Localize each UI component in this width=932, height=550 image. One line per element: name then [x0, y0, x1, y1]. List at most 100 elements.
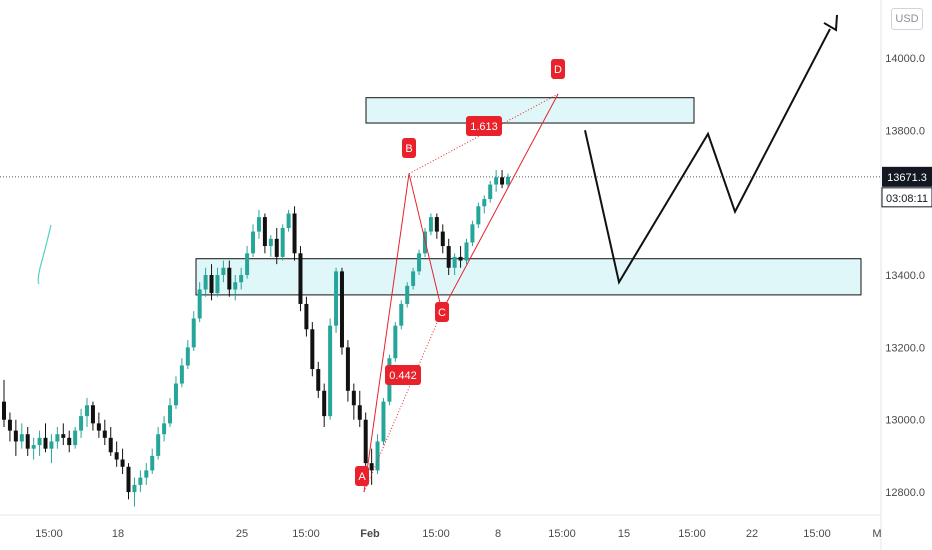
candle-body[interactable]: [292, 213, 297, 254]
candle-body[interactable]: [357, 405, 362, 420]
candle-body[interactable]: [120, 459, 125, 467]
pattern-point-badge[interactable]: [355, 466, 369, 486]
x-tick-label: Feb: [360, 528, 380, 540]
pattern-point-label: A: [358, 471, 366, 483]
candle-body[interactable]: [363, 419, 368, 464]
candle-body[interactable]: [351, 390, 356, 406]
candle-body[interactable]: [108, 437, 113, 453]
candle-body[interactable]: [369, 463, 374, 471]
candle-body[interactable]: [132, 484, 137, 493]
candle-body[interactable]: [256, 217, 261, 232]
candle-body[interactable]: [126, 466, 131, 493]
candle-body[interactable]: [67, 437, 72, 446]
candle-body[interactable]: [61, 434, 66, 438]
candle-body[interactable]: [215, 275, 220, 294]
projection-path[interactable]: [584, 28, 831, 285]
candle-body[interactable]: [173, 383, 178, 406]
candle-body[interactable]: [262, 217, 267, 247]
candle-body[interactable]: [31, 445, 36, 449]
candle-body[interactable]: [334, 271, 339, 326]
candle-body[interactable]: [494, 177, 499, 185]
candle-body[interactable]: [114, 452, 119, 460]
candle-body[interactable]: [13, 430, 18, 442]
candle-body[interactable]: [185, 347, 190, 366]
candle-body[interactable]: [488, 184, 493, 200]
candle-body[interactable]: [73, 430, 78, 446]
candle-body[interactable]: [209, 275, 214, 294]
candle-body[interactable]: [191, 318, 196, 348]
candle-body[interactable]: [500, 177, 505, 185]
candle-body[interactable]: [345, 347, 350, 391]
candle-body[interactable]: [328, 325, 333, 417]
pattern-point-badge[interactable]: [435, 302, 449, 322]
candle-body[interactable]: [428, 217, 433, 232]
candle-body[interactable]: [25, 434, 30, 449]
candle-body[interactable]: [464, 242, 469, 261]
candle-body[interactable]: [506, 176, 510, 185]
candle-body[interactable]: [233, 282, 238, 290]
candle-body[interactable]: [476, 206, 481, 225]
currency-selector-button[interactable]: USD: [891, 8, 923, 30]
candle-body[interactable]: [458, 256, 463, 261]
plot-area[interactable]: [0, 0, 881, 515]
candle-body[interactable]: [375, 441, 380, 471]
candle-body[interactable]: [298, 253, 303, 304]
pattern-point-badge[interactable]: [402, 138, 416, 158]
candle-body[interactable]: [55, 434, 60, 442]
candle-body[interactable]: [482, 199, 487, 207]
candle-body[interactable]: [144, 470, 149, 478]
candle-body[interactable]: [322, 390, 327, 417]
candle-body[interactable]: [37, 437, 42, 446]
candle-body[interactable]: [452, 256, 457, 268]
candle-body[interactable]: [96, 423, 101, 431]
candle-body[interactable]: [446, 246, 451, 268]
candle-body[interactable]: [268, 238, 273, 247]
candle-body[interactable]: [440, 231, 445, 247]
candle-body[interactable]: [90, 405, 95, 424]
candle-body[interactable]: [19, 434, 24, 442]
candle-body[interactable]: [197, 289, 202, 319]
candle-body[interactable]: [405, 285, 410, 304]
candle-body[interactable]: [102, 430, 107, 438]
candle-body[interactable]: [434, 217, 439, 232]
candle-body[interactable]: [49, 441, 54, 449]
candle-body[interactable]: [304, 303, 309, 330]
candle-body[interactable]: [239, 275, 244, 283]
candle-body[interactable]: [470, 224, 475, 243]
candle-body[interactable]: [399, 303, 404, 326]
candle-body[interactable]: [310, 329, 315, 370]
x-tick-label: 15:00: [35, 528, 63, 540]
candle-body[interactable]: [280, 227, 285, 257]
candle-body[interactable]: [221, 267, 226, 275]
candle-body[interactable]: [227, 267, 232, 290]
fib-ratio-badge[interactable]: [385, 365, 421, 385]
upper-zone[interactable]: [365, 97, 695, 124]
candle-body[interactable]: [179, 365, 184, 384]
candle-body[interactable]: [162, 423, 167, 435]
candle-body[interactable]: [2, 401, 6, 420]
candle-body[interactable]: [316, 369, 321, 391]
candle-body[interactable]: [339, 271, 344, 348]
candle-body[interactable]: [156, 434, 161, 456]
candle-body[interactable]: [150, 455, 155, 471]
candle-body[interactable]: [203, 275, 208, 290]
candle-body[interactable]: [417, 253, 422, 272]
candle-body[interactable]: [7, 419, 12, 431]
candle-body[interactable]: [43, 437, 48, 449]
lower-zone[interactable]: [195, 258, 862, 296]
candle-body[interactable]: [274, 238, 279, 257]
candle-body[interactable]: [138, 477, 143, 485]
fib-ratio-badge[interactable]: [466, 116, 502, 136]
candle-body[interactable]: [251, 231, 256, 254]
candle-body[interactable]: [79, 416, 84, 431]
candle-body[interactable]: [393, 325, 398, 359]
candle-body[interactable]: [245, 253, 250, 275]
candle-body[interactable]: [168, 405, 173, 424]
candle-body[interactable]: [85, 405, 90, 417]
candle-body[interactable]: [286, 213, 291, 228]
candle-body[interactable]: [381, 401, 386, 442]
pattern-point-badge[interactable]: [551, 59, 565, 79]
x-tick-label: 15:00: [803, 528, 831, 540]
candle-body[interactable]: [411, 271, 416, 286]
